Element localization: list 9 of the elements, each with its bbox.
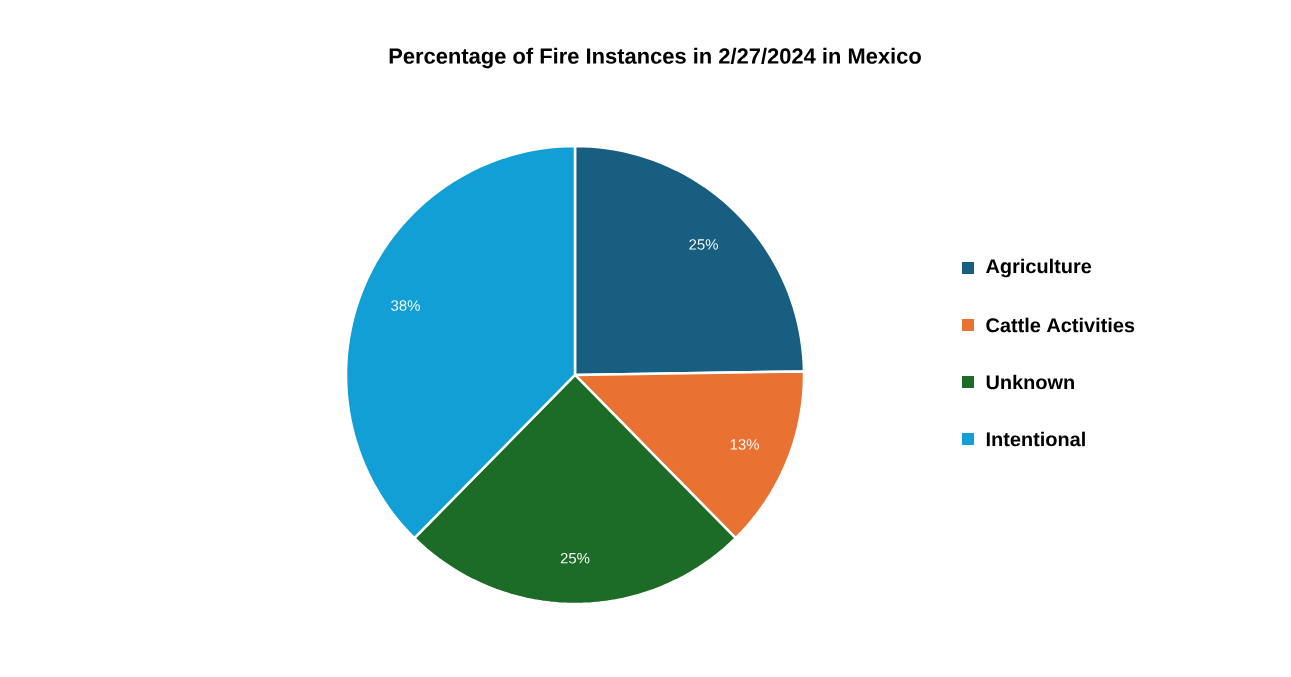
data-label: 25% — [560, 552, 590, 564]
data-label: 25% — [689, 239, 718, 250]
legend-label: Intentional — [986, 431, 1085, 447]
data-label: 38% — [391, 300, 420, 311]
legend-label: Agriculture — [986, 258, 1092, 278]
chart-title: Percentage of Fire Instances in 2/27/2024 in Mexico — [389, 47, 921, 69]
legend-label: Cattle Activities — [986, 317, 1135, 333]
legend-label: Unknown — [986, 374, 1074, 390]
data-label: 13% — [730, 439, 759, 450]
